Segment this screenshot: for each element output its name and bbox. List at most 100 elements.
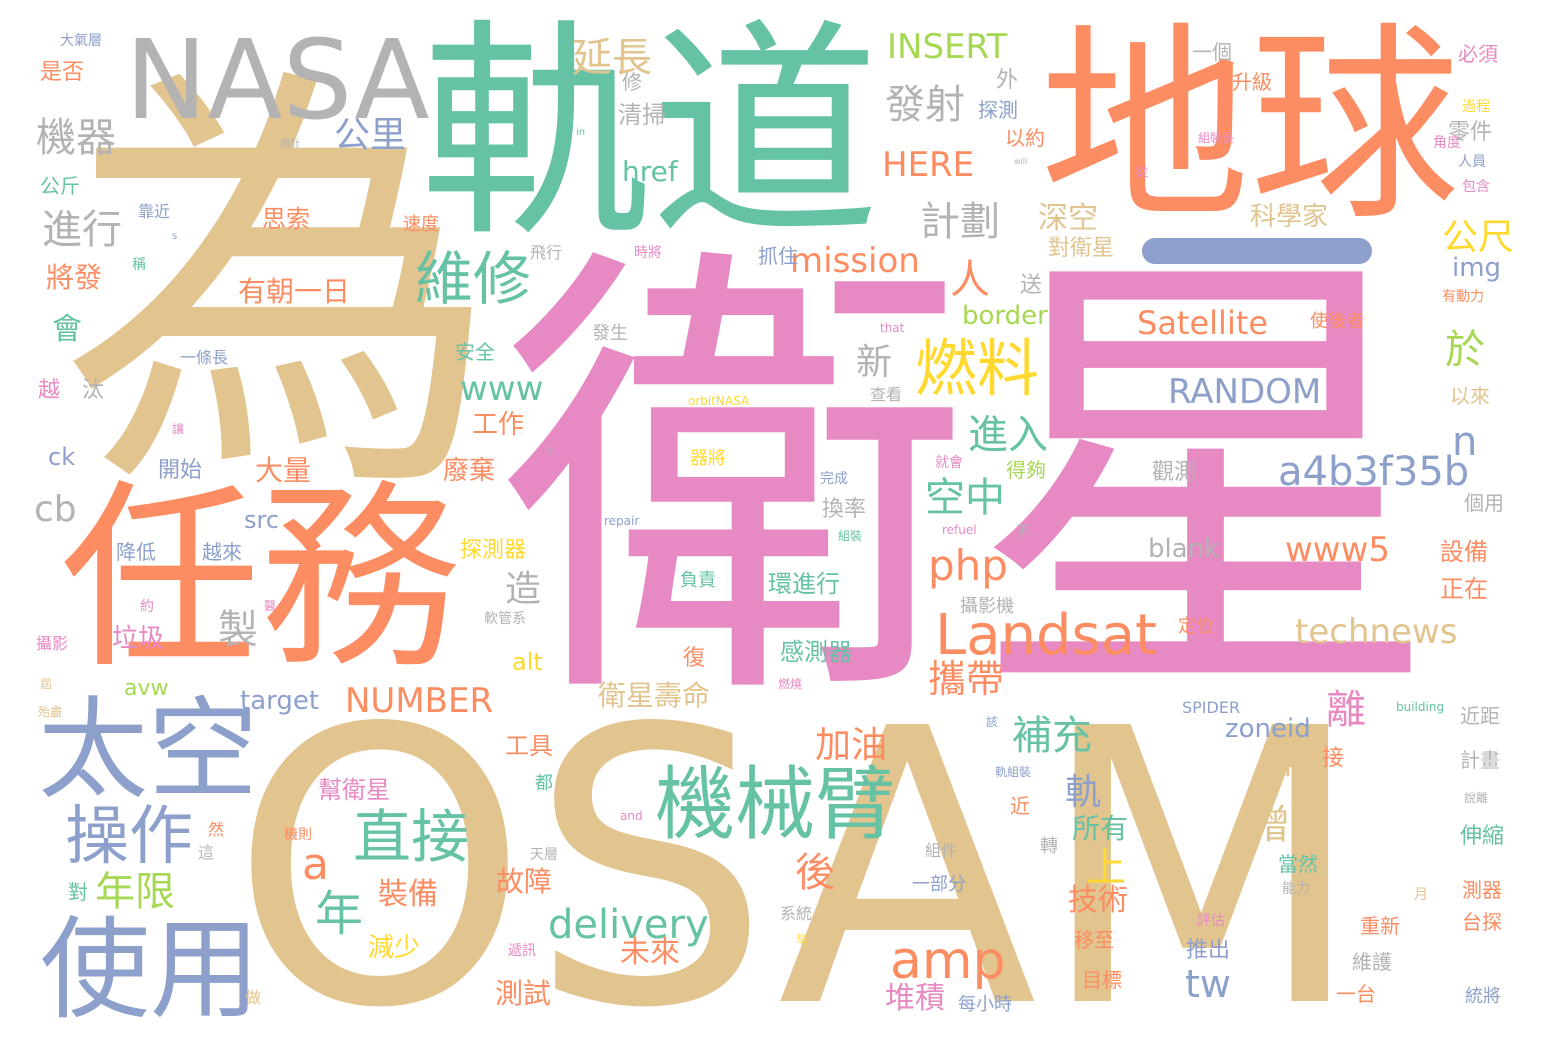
- word: 目標: [1082, 968, 1122, 992]
- word: 進行: [42, 207, 122, 253]
- word: 醫: [264, 599, 277, 613]
- word: alt: [512, 648, 543, 676]
- word: 加油: [815, 725, 888, 766]
- word: 換率: [822, 497, 867, 522]
- word: 探測器: [460, 538, 527, 563]
- word: 得夠: [1006, 458, 1046, 482]
- word: border: [962, 301, 1048, 331]
- word: 從: [1136, 165, 1149, 179]
- word: 包含: [1462, 179, 1490, 195]
- word: 所有: [1072, 812, 1129, 845]
- word: 裝備: [378, 877, 438, 912]
- word: 深空: [1038, 201, 1098, 236]
- word: 離: [1326, 687, 1366, 733]
- word: 軌: [1065, 772, 1102, 813]
- word: 攝影: [36, 634, 69, 653]
- word: 工作: [472, 410, 525, 440]
- word: 每小時: [958, 994, 1012, 1015]
- word: SPIDER: [1182, 698, 1241, 717]
- word: 一台: [1336, 982, 1376, 1006]
- word: 遞訊: [508, 943, 536, 959]
- word: avw: [124, 676, 169, 701]
- word: 台探: [1462, 910, 1502, 934]
- word: 一個: [1192, 40, 1232, 64]
- word: 都: [535, 773, 553, 794]
- word: 就會: [935, 455, 963, 471]
- word: 修: [622, 70, 642, 94]
- word: 公尺: [1442, 217, 1515, 258]
- word: 器將: [690, 448, 726, 469]
- word: 當然: [1278, 852, 1318, 876]
- word: php: [928, 541, 1008, 590]
- word: href: [622, 155, 678, 188]
- word: 有朝一日: [238, 275, 351, 308]
- word: mission: [790, 241, 920, 281]
- word: 衛星壽命: [598, 679, 711, 712]
- word: and: [620, 809, 643, 823]
- word: 重新: [1360, 914, 1400, 938]
- word: 年: [315, 886, 364, 942]
- word: 是否: [40, 60, 85, 85]
- word: 垃圾: [112, 624, 165, 654]
- word: in: [576, 127, 586, 138]
- word: 推出: [1186, 938, 1231, 963]
- word: is: [544, 445, 552, 456]
- word: 觀測: [1152, 460, 1197, 485]
- word: 軌道: [420, 1, 881, 268]
- word: 角度: [1433, 135, 1461, 151]
- word: 故障: [496, 865, 553, 898]
- word: 天層: [530, 847, 558, 863]
- word: 必須: [1458, 42, 1498, 66]
- word: 能力: [1282, 881, 1310, 897]
- word: 燃料: [915, 332, 1040, 405]
- word: cb: [34, 489, 77, 530]
- word: 直接: [353, 803, 470, 871]
- word: 定位: [1178, 616, 1214, 637]
- word: 未來: [620, 935, 680, 970]
- word: 攜帶: [928, 657, 1005, 701]
- word: 工具: [505, 732, 553, 760]
- word: 復: [683, 646, 706, 671]
- word: 屆: [40, 677, 53, 691]
- word: blank: [1148, 534, 1220, 564]
- word: 幫衛星: [318, 776, 390, 804]
- word: 開始: [158, 458, 203, 483]
- word: 組裝: [838, 529, 863, 543]
- word: 太空: [38, 686, 258, 814]
- word: amp: [890, 931, 1006, 991]
- word: 廢棄: [443, 456, 496, 486]
- word: Satellite: [1137, 304, 1269, 342]
- word: 軌組裝: [995, 765, 1032, 779]
- word: technews: [1295, 612, 1458, 652]
- word: 軟管系: [484, 611, 526, 627]
- word: 公里: [334, 115, 407, 156]
- word: 說離: [1464, 791, 1489, 805]
- word: 維護: [1352, 950, 1392, 974]
- word: 空中: [925, 475, 1005, 521]
- word: 早: [796, 933, 809, 947]
- word: 計畫: [1460, 748, 1500, 772]
- word: target: [240, 686, 320, 716]
- word: 近: [1010, 794, 1030, 818]
- word: 組件: [925, 841, 958, 860]
- word: 發生: [592, 323, 628, 344]
- word: INSERT: [887, 27, 1008, 67]
- word: www5: [1285, 530, 1391, 570]
- word: 有動力: [1442, 289, 1484, 305]
- word: 轉: [1040, 836, 1058, 857]
- word: 送: [1020, 273, 1043, 298]
- word: 降低: [116, 540, 156, 564]
- word: 時將: [634, 245, 662, 261]
- dash-bar: [1142, 238, 1372, 264]
- word: 發射: [885, 82, 965, 128]
- word: 統將: [1465, 986, 1501, 1007]
- word: 使後者: [1310, 311, 1364, 332]
- word: will: [1014, 157, 1028, 166]
- word: 正在: [1440, 575, 1488, 603]
- word: src: [244, 506, 280, 534]
- word: 大量: [255, 454, 312, 487]
- word: n: [1452, 419, 1478, 465]
- word: ck: [48, 443, 76, 471]
- word: 一部分: [912, 874, 966, 895]
